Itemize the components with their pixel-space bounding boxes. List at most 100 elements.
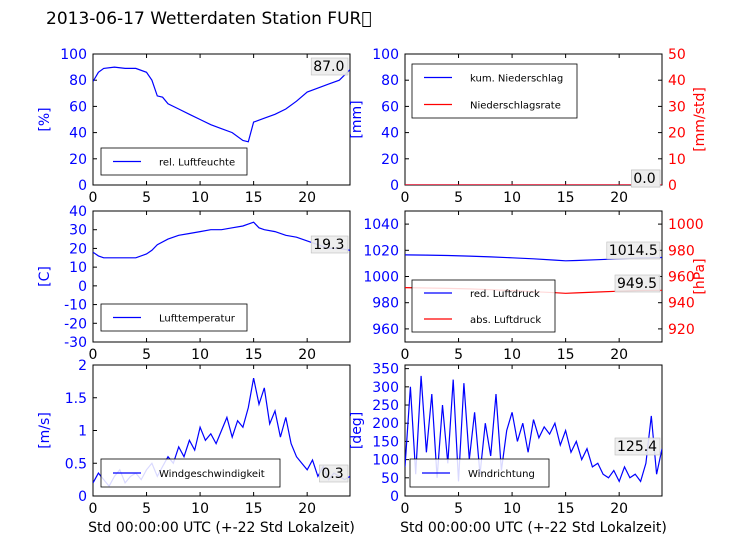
legend: Windrichtung (409, 458, 550, 488)
y-axis-label: [mm] (349, 100, 365, 138)
legend: Lufttemperatur (100, 303, 248, 332)
value-box-bg (606, 241, 661, 260)
y-tick-label: 40 (381, 126, 399, 142)
x-tick-label: 20 (298, 347, 316, 363)
legend: red. Luftdruck abs. Luftdruck (411, 279, 556, 333)
y-tick-label: 2 (78, 358, 87, 374)
last-value-label: 125.4 (614, 437, 661, 456)
last-value-right-label: 0.0 (631, 169, 661, 188)
legend-label: Lufttemperatur (159, 314, 236, 325)
y-tick-label: 50 (381, 471, 399, 487)
value-box-text: 87.0 (313, 59, 344, 75)
value-box-text: 19.3 (313, 237, 344, 253)
x-tick-label: 5 (142, 190, 151, 206)
y-axis-label: [%] (37, 107, 53, 131)
y-tick-label: 1020 (363, 243, 399, 259)
y-right-tick-label: 30 (668, 99, 686, 115)
y-tick-label: 10 (69, 260, 87, 276)
y-tick-label: 20 (69, 241, 87, 257)
value-box-bg (614, 437, 661, 456)
y-tick-label: 100 (372, 47, 399, 63)
x-axis-label: Std 00:00:00 UTC (+-22 Std Lokalzeit) (400, 520, 667, 536)
legend: Windgeschwindigkeit (100, 458, 281, 488)
x-tick-label: 10 (503, 347, 521, 363)
chart-panel-humidity: 0 5 10 15 20 0 20 40 60 80 100 [%] rel. Luftfeuchte 8… (37, 47, 351, 206)
y-right-tick-label: 0 (668, 178, 677, 194)
legend-box (411, 279, 556, 333)
legend-label: abs. Luftdruck (470, 315, 541, 326)
value-box-bg (614, 274, 661, 293)
plot-frame (404, 364, 663, 497)
x-tick-label: 10 (503, 501, 521, 517)
y-tick-label: 0 (390, 178, 399, 194)
x-tick-label: 5 (454, 347, 463, 363)
figure-title: 2013-06-17 Wetterdaten Station FUR  (46, 9, 372, 29)
y-right-tick-label: 940 (668, 296, 695, 312)
y-tick-label: 20 (381, 152, 399, 168)
y-axis-label: [m/s] (37, 412, 53, 449)
last-value-label: 0.3 (319, 464, 349, 483)
series-line (93, 221, 350, 259)
x-tick-label: 0 (401, 501, 410, 517)
x-tick-label: 5 (454, 501, 463, 517)
last-value-label: 1014.5 (606, 241, 661, 260)
y-tick-label: 0 (78, 489, 87, 505)
chart-panel-rain: 0 5 10 15 20 0 20 40 60 80 100 0 10 20 30 40 50 [mm] [mm/s… (349, 47, 708, 206)
x-tick-label: 20 (298, 501, 316, 517)
legend: rel. Luftfeuchte (100, 147, 248, 176)
x-tick-label: 15 (245, 190, 263, 206)
y-tick-label: 60 (381, 99, 399, 115)
value-box-bg (310, 235, 349, 254)
x-tick-label: 5 (142, 501, 151, 517)
value-box-text: 0.0 (633, 171, 655, 187)
chart-panel-wind-speed: 0 5 10 15 20 0 0.5 1 1.5 2 [m/s] Std 00:00:00 UTC (… (37, 358, 355, 536)
x-tick-label: 15 (245, 501, 263, 517)
value-box-bg (310, 57, 349, 76)
x-tick-label: 15 (557, 347, 575, 363)
y-right-tick-label: 1000 (668, 217, 704, 233)
chart-panel-pressure: 0 5 10 15 20 960 980 1000 1020 1040 920 940 960 980 10… (363, 210, 708, 363)
value-box-text: 0.3 (321, 466, 343, 482)
x-tick-label: 10 (191, 347, 209, 363)
y-tick-label: 0 (78, 279, 87, 295)
legend-box (411, 63, 578, 119)
series-line (93, 66, 350, 143)
last-value-label: 87.0 (310, 57, 349, 76)
y-tick-label: -30 (64, 335, 87, 351)
y-right-tick-label: 20 (668, 126, 686, 142)
value-box-text: 949.5 (617, 276, 657, 292)
y-right-tick-label: 980 (668, 243, 695, 259)
x-tick-label: 10 (191, 501, 209, 517)
y-right-tick-label: 50 (668, 47, 686, 63)
y-tick-label: -10 (64, 298, 87, 314)
y-tick-label: 80 (69, 73, 87, 89)
x-tick-label: 20 (298, 190, 316, 206)
y-right-tick-label: 40 (668, 73, 686, 89)
y-right-axis-label: [mm/std] (692, 87, 708, 152)
y-tick-label: 0 (78, 178, 87, 194)
y-tick-label: 0 (390, 489, 399, 505)
y-tick-label: 40 (69, 204, 87, 220)
x-tick-label: 20 (610, 347, 628, 363)
y-tick-label: 960 (372, 322, 399, 338)
last-value-right-label: 949.5 (614, 274, 661, 293)
y-right-axis-label: [hPa] (692, 258, 708, 294)
y-tick-label: 980 (372, 296, 399, 312)
x-tick-label: 10 (503, 190, 521, 206)
x-tick-label: 5 (142, 347, 151, 363)
x-tick-label: 0 (89, 190, 98, 206)
y-axis-label: [C] (37, 266, 53, 287)
x-tick-label: 15 (557, 501, 575, 517)
y-tick-label: 200 (372, 416, 399, 432)
value-box-bg (631, 169, 661, 188)
legend: kum. Niederschlag Niederschlagsrate (411, 63, 578, 119)
x-tick-label: 5 (454, 190, 463, 206)
y-right-tick-label: 920 (668, 322, 695, 338)
y-tick-label: -20 (64, 316, 87, 332)
y-tick-label: 20 (69, 152, 87, 168)
y-tick-label: 300 (372, 380, 399, 396)
value-box-bg (319, 464, 349, 483)
y-tick-label: 150 (372, 434, 399, 450)
